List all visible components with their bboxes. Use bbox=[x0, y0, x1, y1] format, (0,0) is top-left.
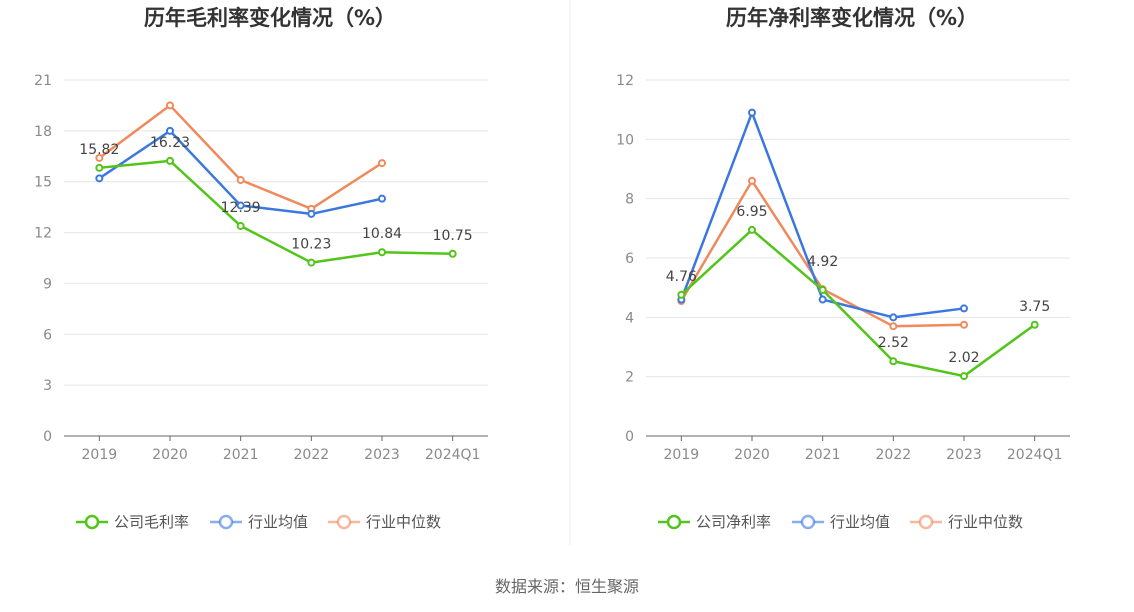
legend-item[interactable]: 行业均值 bbox=[792, 513, 890, 531]
data-label: 10.75 bbox=[433, 228, 473, 244]
x-tick-label: 2024Q1 bbox=[425, 447, 481, 463]
x-tick-label: 2020 bbox=[152, 447, 188, 463]
x-tick-label: 2019 bbox=[664, 447, 700, 463]
x-tick-label: 2021 bbox=[223, 447, 259, 463]
legend-label: 行业均值 bbox=[248, 513, 308, 531]
data-point[interactable] bbox=[890, 323, 896, 329]
y-tick-label: 18 bbox=[34, 124, 52, 140]
data-point[interactable] bbox=[961, 305, 967, 311]
x-tick-label: 2021 bbox=[805, 447, 841, 463]
y-tick-label: 12 bbox=[34, 226, 52, 242]
legend-marker bbox=[86, 516, 98, 528]
data-label: 4.92 bbox=[807, 254, 838, 270]
data-point[interactable] bbox=[749, 110, 755, 116]
y-tick-label: 3 bbox=[43, 378, 52, 394]
legend-marker bbox=[668, 516, 680, 528]
y-tick-label: 9 bbox=[43, 276, 52, 292]
data-point[interactable] bbox=[961, 322, 967, 328]
legend-label: 公司毛利率 bbox=[114, 513, 189, 531]
data-point[interactable] bbox=[820, 287, 826, 293]
legend-label: 行业中位数 bbox=[366, 513, 441, 531]
data-label: 4.76 bbox=[666, 269, 697, 285]
series-line bbox=[99, 105, 382, 208]
x-tick-label: 2019 bbox=[82, 447, 118, 463]
y-tick-label: 8 bbox=[625, 192, 634, 208]
data-point[interactable] bbox=[96, 165, 102, 171]
y-tick-label: 15 bbox=[34, 175, 52, 191]
data-point[interactable] bbox=[167, 128, 173, 134]
legend-marker bbox=[920, 516, 932, 528]
legend-marker bbox=[338, 516, 350, 528]
chart-title: 历年净利率变化情况（%） bbox=[726, 6, 978, 30]
data-point[interactable] bbox=[238, 177, 244, 183]
legend-marker bbox=[802, 516, 814, 528]
data-label: 15.82 bbox=[79, 142, 119, 158]
data-point[interactable] bbox=[961, 373, 967, 379]
data-label: 10.84 bbox=[362, 226, 402, 242]
y-tick-label: 6 bbox=[625, 251, 634, 267]
x-tick-label: 2020 bbox=[734, 447, 770, 463]
data-point[interactable] bbox=[379, 196, 385, 202]
data-point[interactable] bbox=[678, 292, 684, 298]
y-tick-label: 4 bbox=[625, 310, 634, 326]
legend-label: 公司净利率 bbox=[696, 513, 771, 531]
data-point[interactable] bbox=[96, 175, 102, 181]
data-label: 16.23 bbox=[150, 135, 190, 151]
data-source: 数据来源：恒生聚源 bbox=[495, 577, 639, 596]
data-point[interactable] bbox=[890, 314, 896, 320]
y-tick-label: 0 bbox=[43, 429, 52, 445]
data-point[interactable] bbox=[167, 158, 173, 164]
legend-item[interactable]: 公司毛利率 bbox=[76, 513, 189, 531]
legend-item[interactable]: 行业均值 bbox=[210, 513, 308, 531]
y-tick-label: 10 bbox=[616, 132, 634, 148]
x-tick-label: 2023 bbox=[364, 447, 400, 463]
x-tick-label: 2024Q1 bbox=[1007, 447, 1063, 463]
y-tick-label: 6 bbox=[43, 327, 52, 343]
net-margin-chart: 历年净利率变化情况（%） 0 2 4 6 8 10 12 2019 2020 2021 2022 202… bbox=[616, 6, 1070, 531]
data-point[interactable] bbox=[890, 358, 896, 364]
data-label: 2.52 bbox=[878, 335, 909, 351]
data-point[interactable] bbox=[379, 249, 385, 255]
y-tick-label: 2 bbox=[625, 370, 634, 386]
data-point[interactable] bbox=[379, 160, 385, 166]
x-tick-label: 2022 bbox=[294, 447, 330, 463]
series-line bbox=[681, 230, 1034, 376]
data-label: 2.02 bbox=[948, 350, 979, 366]
legend-item[interactable]: 行业中位数 bbox=[328, 513, 441, 531]
data-point[interactable] bbox=[308, 211, 314, 217]
data-label: 6.95 bbox=[736, 204, 767, 220]
data-point[interactable] bbox=[820, 297, 826, 303]
data-point[interactable] bbox=[450, 251, 456, 257]
series-line bbox=[99, 161, 452, 263]
data-label: 3.75 bbox=[1019, 299, 1050, 315]
x-tick-label: 2023 bbox=[946, 447, 982, 463]
data-point[interactable] bbox=[749, 227, 755, 233]
y-tick-label: 12 bbox=[616, 73, 634, 89]
legend-label: 行业中位数 bbox=[948, 513, 1023, 531]
data-point[interactable] bbox=[1032, 322, 1038, 328]
y-tick-label: 21 bbox=[34, 73, 52, 89]
data-label: 12.39 bbox=[221, 200, 261, 216]
chart-title: 历年毛利率变化情况（%） bbox=[144, 6, 396, 30]
data-point[interactable] bbox=[167, 102, 173, 108]
legend-item[interactable]: 公司净利率 bbox=[658, 513, 771, 531]
y-tick-label: 0 bbox=[625, 429, 634, 445]
data-point[interactable] bbox=[749, 178, 755, 184]
data-point[interactable] bbox=[308, 260, 314, 266]
data-point[interactable] bbox=[238, 223, 244, 229]
gross-margin-chart: 历年毛利率变化情况（%） 0 3 6 9 12 15 18 21 2019 2020 2021 2022… bbox=[34, 6, 488, 531]
data-label: 10.23 bbox=[291, 237, 331, 253]
legend-item[interactable]: 行业中位数 bbox=[910, 513, 1023, 531]
legend-marker bbox=[220, 516, 232, 528]
legend-label: 行业均值 bbox=[830, 513, 890, 531]
x-tick-label: 2022 bbox=[876, 447, 912, 463]
figure: 历年毛利率变化情况（%） 0 3 6 9 12 15 18 21 2019 2020 2021 2022… bbox=[0, 0, 1134, 612]
